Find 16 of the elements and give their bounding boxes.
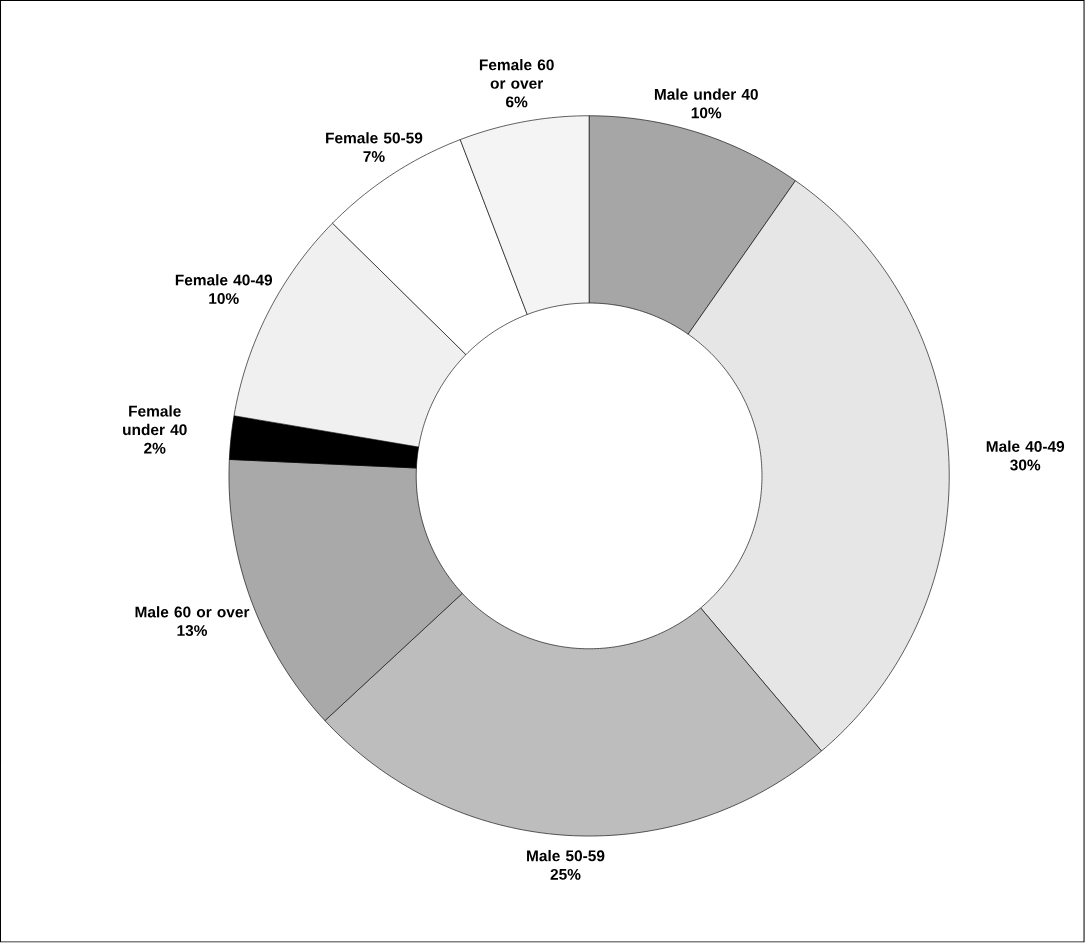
data-label: 2% — [144, 442, 166, 454]
slice-label: Male 50-59 — [527, 850, 605, 862]
slice-label: Female under 40 — [123, 405, 187, 436]
data-label: 25% — [550, 869, 581, 881]
data-label: 13% — [177, 625, 208, 637]
data-label: 10% — [209, 293, 239, 305]
slice-label: Female 60 or over — [479, 59, 554, 90]
slice-label: Male 60 or over — [135, 606, 250, 618]
slice-label: Male under 40 — [654, 88, 758, 101]
data-label: 7% — [363, 151, 385, 163]
slice-label: Female 40-49 — [175, 274, 273, 286]
data-label: 30% — [1010, 459, 1041, 471]
slice-label: Male 40-49 — [986, 440, 1065, 453]
slice-label: Female 50-59 — [326, 132, 423, 144]
data-label: 10% — [691, 107, 722, 119]
data-label: 6% — [506, 96, 528, 108]
